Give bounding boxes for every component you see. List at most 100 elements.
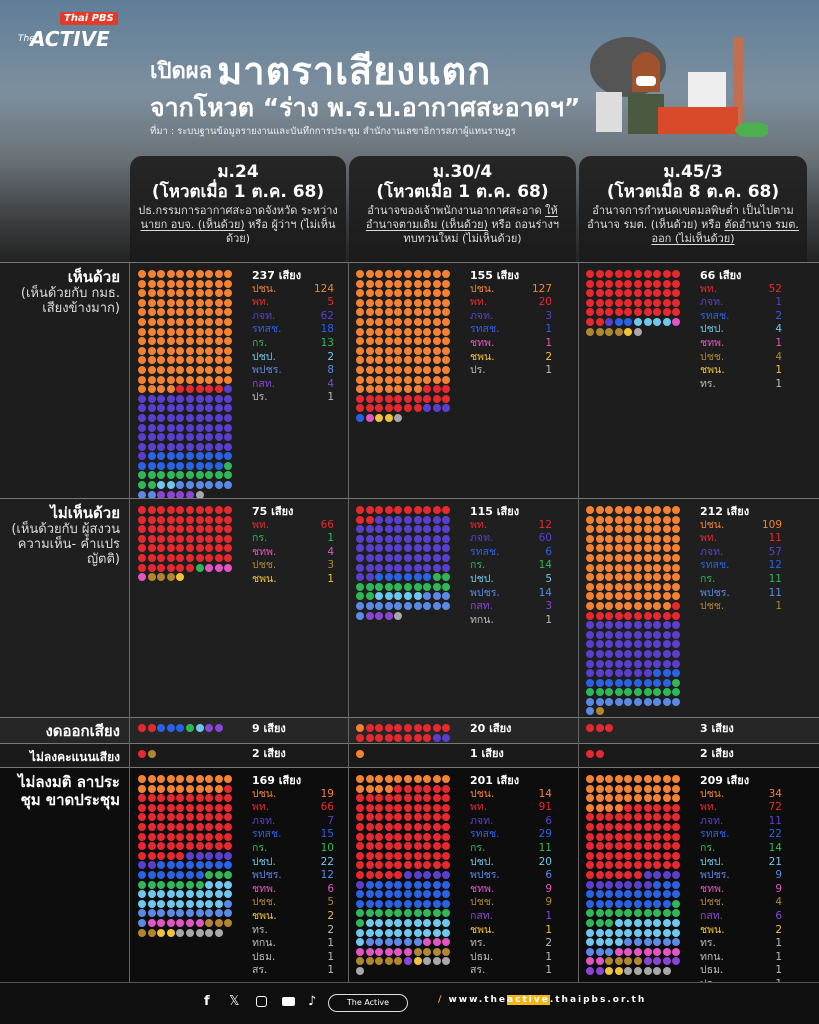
vote-dot (432, 289, 441, 298)
vote-dot (586, 822, 594, 831)
vote-dot (662, 899, 671, 908)
vote-dot (586, 506, 594, 514)
vote-dot (672, 909, 681, 918)
party-name: พท. (470, 801, 488, 814)
vote-dot (157, 346, 166, 355)
vote-dot (614, 563, 623, 572)
vote-dot (633, 966, 642, 975)
vote-dot (614, 279, 623, 288)
party-name: พท. (252, 518, 270, 531)
vote-dot (413, 279, 422, 288)
vote-dot (586, 279, 594, 288)
party-count: 14 (538, 586, 552, 599)
vote-dot (662, 947, 671, 956)
desc-text: ปธ.กรรมการอากาศสะอาดจังหวัด ระหว่าง (138, 204, 338, 217)
vote-dot (643, 899, 652, 908)
vote-dot (595, 582, 604, 591)
vote-dot (138, 813, 146, 822)
legend-item: ชพน. 1 (252, 573, 334, 587)
vote-dot (176, 404, 185, 413)
vote-dot (643, 697, 652, 706)
vote-dot (176, 880, 185, 889)
vote-dot (413, 582, 422, 591)
vote-dot (365, 289, 374, 298)
vote-dot (384, 918, 393, 927)
vote-dot (138, 298, 146, 307)
vote-dot (442, 582, 451, 591)
vote-dot (653, 880, 662, 889)
legend-item: พท. 12 (470, 519, 552, 533)
party-count: 21 (768, 855, 782, 868)
vote-dot (413, 289, 422, 298)
website-url[interactable]: / www.theactive.thaipbs.or.th (438, 995, 646, 1005)
vote-dot (643, 813, 652, 822)
vote-dot (662, 928, 671, 937)
vote-dot (595, 289, 604, 298)
legend-item: รทสช. 29 (470, 828, 552, 842)
vote-dot (586, 957, 594, 966)
vote-dot (166, 433, 175, 442)
the-active-pill[interactable]: The Active (328, 994, 408, 1012)
facebook-icon[interactable]: f (204, 994, 210, 1009)
dot-grid (586, 775, 682, 975)
vote-dot (413, 842, 422, 851)
legend-item: ชทพ. 9 (700, 883, 782, 897)
desc-underlined: ตัดอำนาจ รมต. ออก (ไม่เห็นด้วย) (651, 218, 799, 245)
vote-dot (375, 563, 384, 572)
vote-dot (166, 842, 175, 851)
vote-cell: 2 เสียง (130, 744, 348, 980)
vote-dot (423, 327, 432, 336)
party-name: พท. (470, 518, 488, 531)
party-count: 9 (775, 869, 782, 882)
vote-dot (624, 918, 633, 927)
vote-cell: 212 เสียง ปชน. 109 พท. 11 ภจท. 57 รทสช. 12 กร. 11 พ… (578, 499, 809, 716)
vote-cell: 237 เสียง ปชน. 124 พท. 5 ภจท. 62 รทสช. 18 กร. 13 ปช… (130, 263, 348, 499)
vote-dot (605, 582, 614, 591)
party-name: ภจท. (252, 309, 276, 322)
vote-dot (595, 909, 604, 918)
party-count: 1 (775, 336, 782, 349)
row-label-sub: (เห็นด้วยกับ ผู้สงวนความเห็น- คำแปรญัตติ… (11, 522, 120, 567)
vote-dot (605, 544, 614, 553)
vote-dot (413, 346, 422, 355)
vote-dot (403, 298, 412, 307)
party-name: ภจท. (700, 814, 724, 827)
vote-dot (653, 890, 662, 899)
vote-dot (413, 534, 422, 543)
vote-dot (205, 385, 214, 394)
youtube-icon[interactable] (282, 997, 295, 1006)
vote-dot (138, 317, 146, 326)
vote-dot (595, 592, 604, 601)
vote-dot (403, 592, 412, 601)
vote-dot (403, 404, 412, 413)
vote-dot (586, 832, 594, 841)
vote-dot (672, 649, 681, 658)
vote-dot (356, 404, 364, 413)
vote-dot (375, 544, 384, 553)
vote-dot (138, 308, 146, 317)
vote-dot (394, 601, 403, 610)
vote-dot (643, 601, 652, 610)
vote-dot (413, 563, 422, 572)
vote-dot (214, 461, 223, 470)
vote-cell: 66 เสียง พท. 52 ภจท. 1 รทสช. 2 ปชป. 4 ชทพ. 1 ปชช. 4 ช… (578, 263, 809, 390)
party-count: 1 (545, 323, 552, 336)
instagram-icon[interactable] (256, 996, 267, 1007)
x-icon[interactable]: 𝕏 (229, 994, 240, 1009)
party-name: พปชร. (470, 869, 500, 882)
legend-item: กร. 14 (700, 842, 782, 856)
desc-text: หรือ ถอนร่างฯ ทบทวนใหม่ (ไม่เห็นด้วย) (403, 218, 560, 245)
vote-dot (176, 534, 185, 543)
vote-dot (442, 356, 451, 365)
vote-dot (595, 803, 604, 812)
tiktok-icon[interactable]: ♪ (308, 994, 317, 1009)
vote-dot (605, 697, 614, 706)
vote-dot (605, 832, 614, 841)
vote-dot (356, 385, 364, 394)
vote-dot (356, 909, 364, 918)
vote-dot (157, 724, 166, 732)
party-name: ชทพ. (700, 882, 725, 895)
vote-dot (662, 308, 671, 317)
vote-dot (403, 346, 412, 355)
vote-dot (205, 461, 214, 470)
